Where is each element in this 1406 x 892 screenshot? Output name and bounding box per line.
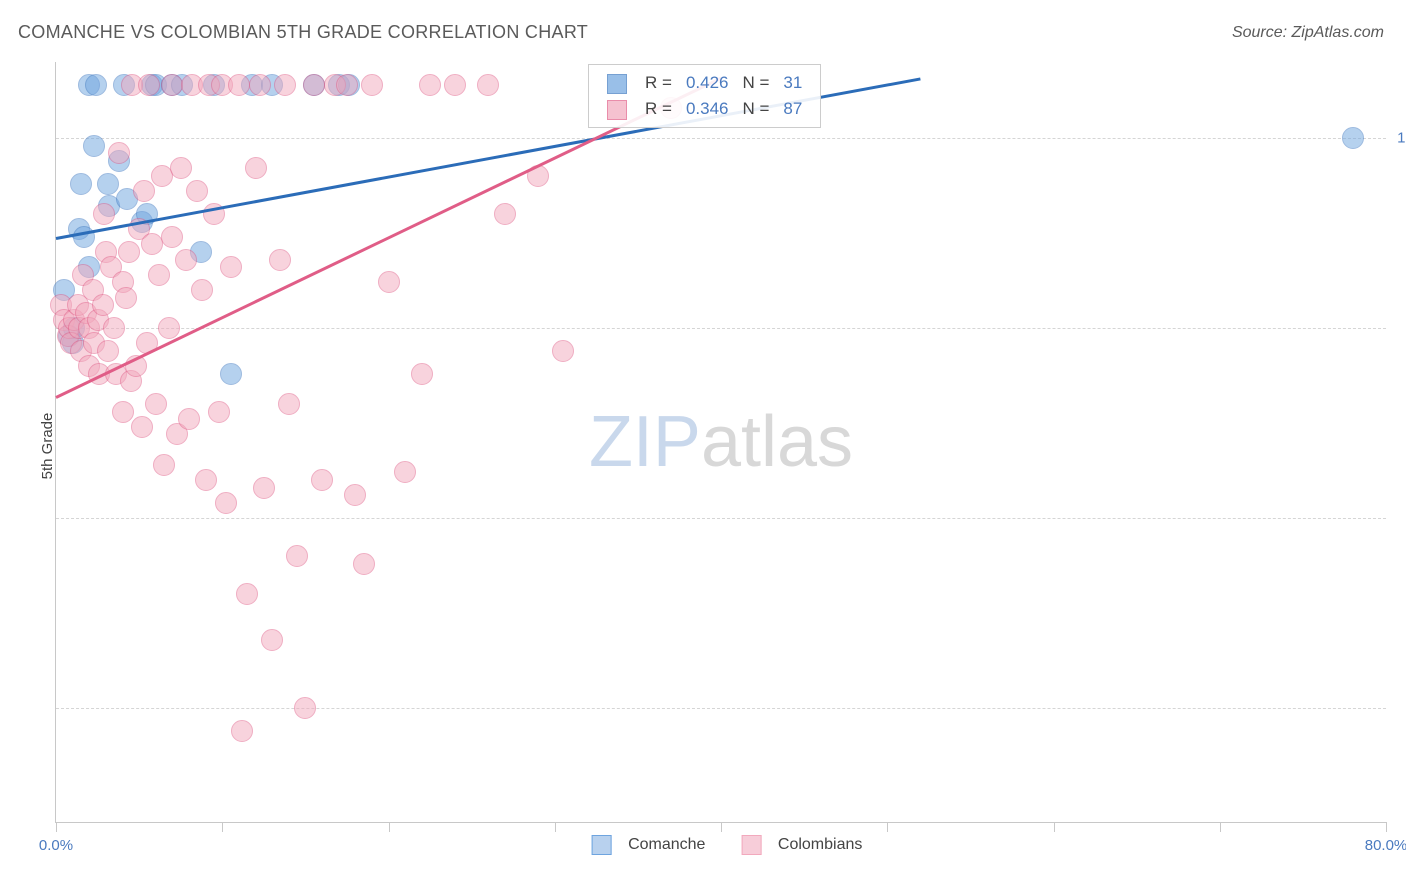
scatter-point (108, 142, 130, 164)
scatter-point (253, 477, 275, 499)
scatter-point (361, 74, 383, 96)
scatter-point (261, 629, 283, 651)
xtick (222, 822, 223, 832)
watermark-zip: ZIP (589, 402, 701, 482)
scatter-point (311, 469, 333, 491)
scatter-point (178, 408, 200, 430)
scatter-point (158, 317, 180, 339)
watermark: ZIPatlas (589, 401, 853, 483)
scatter-point (112, 401, 134, 423)
ytick-label: 100.0% (1393, 130, 1406, 147)
scatter-point (220, 256, 242, 278)
legend-item: Comanche (580, 836, 706, 853)
watermark-atlas: atlas (701, 402, 853, 482)
chart-title: COMANCHE VS COLOMBIAN 5TH GRADE CORRELAT… (18, 22, 588, 43)
scatter-point (138, 74, 160, 96)
scatter-point (133, 180, 155, 202)
scatter-point (161, 226, 183, 248)
scatter-point (249, 74, 271, 96)
xtick (56, 822, 57, 832)
gridline (56, 328, 1386, 329)
scatter-point (93, 203, 115, 225)
xtick (1386, 822, 1387, 832)
scatter-point (161, 74, 183, 96)
gridline (56, 138, 1386, 139)
scatter-point (208, 401, 230, 423)
scatter-point (118, 241, 140, 263)
scatter-point (278, 393, 300, 415)
scatter-point (228, 74, 250, 96)
scatter-point (444, 74, 466, 96)
scatter-point (70, 173, 92, 195)
scatter-point (419, 74, 441, 96)
scatter-point (303, 74, 325, 96)
scatter-point (1342, 127, 1364, 149)
scatter-point (245, 157, 267, 179)
xtick-label: 0.0% (39, 837, 73, 854)
plot-area: ZIPatlas Comanche Colombians 92.5%95.0%9… (55, 62, 1386, 823)
xtick (555, 822, 556, 832)
scatter-point (92, 294, 114, 316)
scatter-point (186, 180, 208, 202)
scatter-point (344, 484, 366, 506)
scatter-point (97, 173, 119, 195)
scatter-point (411, 363, 433, 385)
chart-source: Source: ZipAtlas.com (1232, 24, 1384, 42)
scatter-point (141, 233, 163, 255)
xtick (1054, 822, 1055, 832)
scatter-point (477, 74, 499, 96)
scatter-point (552, 340, 574, 362)
scatter-point (231, 720, 253, 742)
scatter-point (195, 469, 217, 491)
chart-container: COMANCHE VS COLOMBIAN 5TH GRADE CORRELAT… (0, 0, 1406, 892)
ytick-label: 97.5% (1393, 320, 1406, 337)
gridline (56, 708, 1386, 709)
scatter-point (294, 697, 316, 719)
scatter-point (115, 287, 137, 309)
scatter-point (394, 461, 416, 483)
legend-bottom: Comanche Colombians (568, 835, 875, 855)
scatter-point (191, 279, 213, 301)
scatter-point (145, 393, 167, 415)
scatter-point (131, 416, 153, 438)
scatter-point (175, 249, 197, 271)
xtick (721, 822, 722, 832)
xtick (389, 822, 390, 832)
correlation-legend: R =0.426N =31R =0.346N =87 (588, 64, 821, 128)
gridline (56, 518, 1386, 519)
scatter-point (269, 249, 291, 271)
scatter-point (336, 74, 358, 96)
scatter-point (220, 363, 242, 385)
scatter-point (378, 271, 400, 293)
xtick-label: 80.0% (1365, 837, 1406, 854)
xtick (887, 822, 888, 832)
y-axis-label: 5th Grade (39, 413, 56, 480)
xtick (1220, 822, 1221, 832)
scatter-point (170, 157, 192, 179)
scatter-point (153, 454, 175, 476)
scatter-point (85, 74, 107, 96)
scatter-point (73, 226, 95, 248)
scatter-point (353, 553, 375, 575)
scatter-point (274, 74, 296, 96)
scatter-point (148, 264, 170, 286)
legend-item: Colombians (729, 836, 862, 853)
ytick-label: 95.0% (1393, 510, 1406, 527)
scatter-point (83, 135, 105, 157)
scatter-point (215, 492, 237, 514)
scatter-point (494, 203, 516, 225)
scatter-point (103, 317, 125, 339)
ytick-label: 92.5% (1393, 700, 1406, 717)
scatter-point (236, 583, 258, 605)
scatter-point (97, 340, 119, 362)
scatter-point (286, 545, 308, 567)
